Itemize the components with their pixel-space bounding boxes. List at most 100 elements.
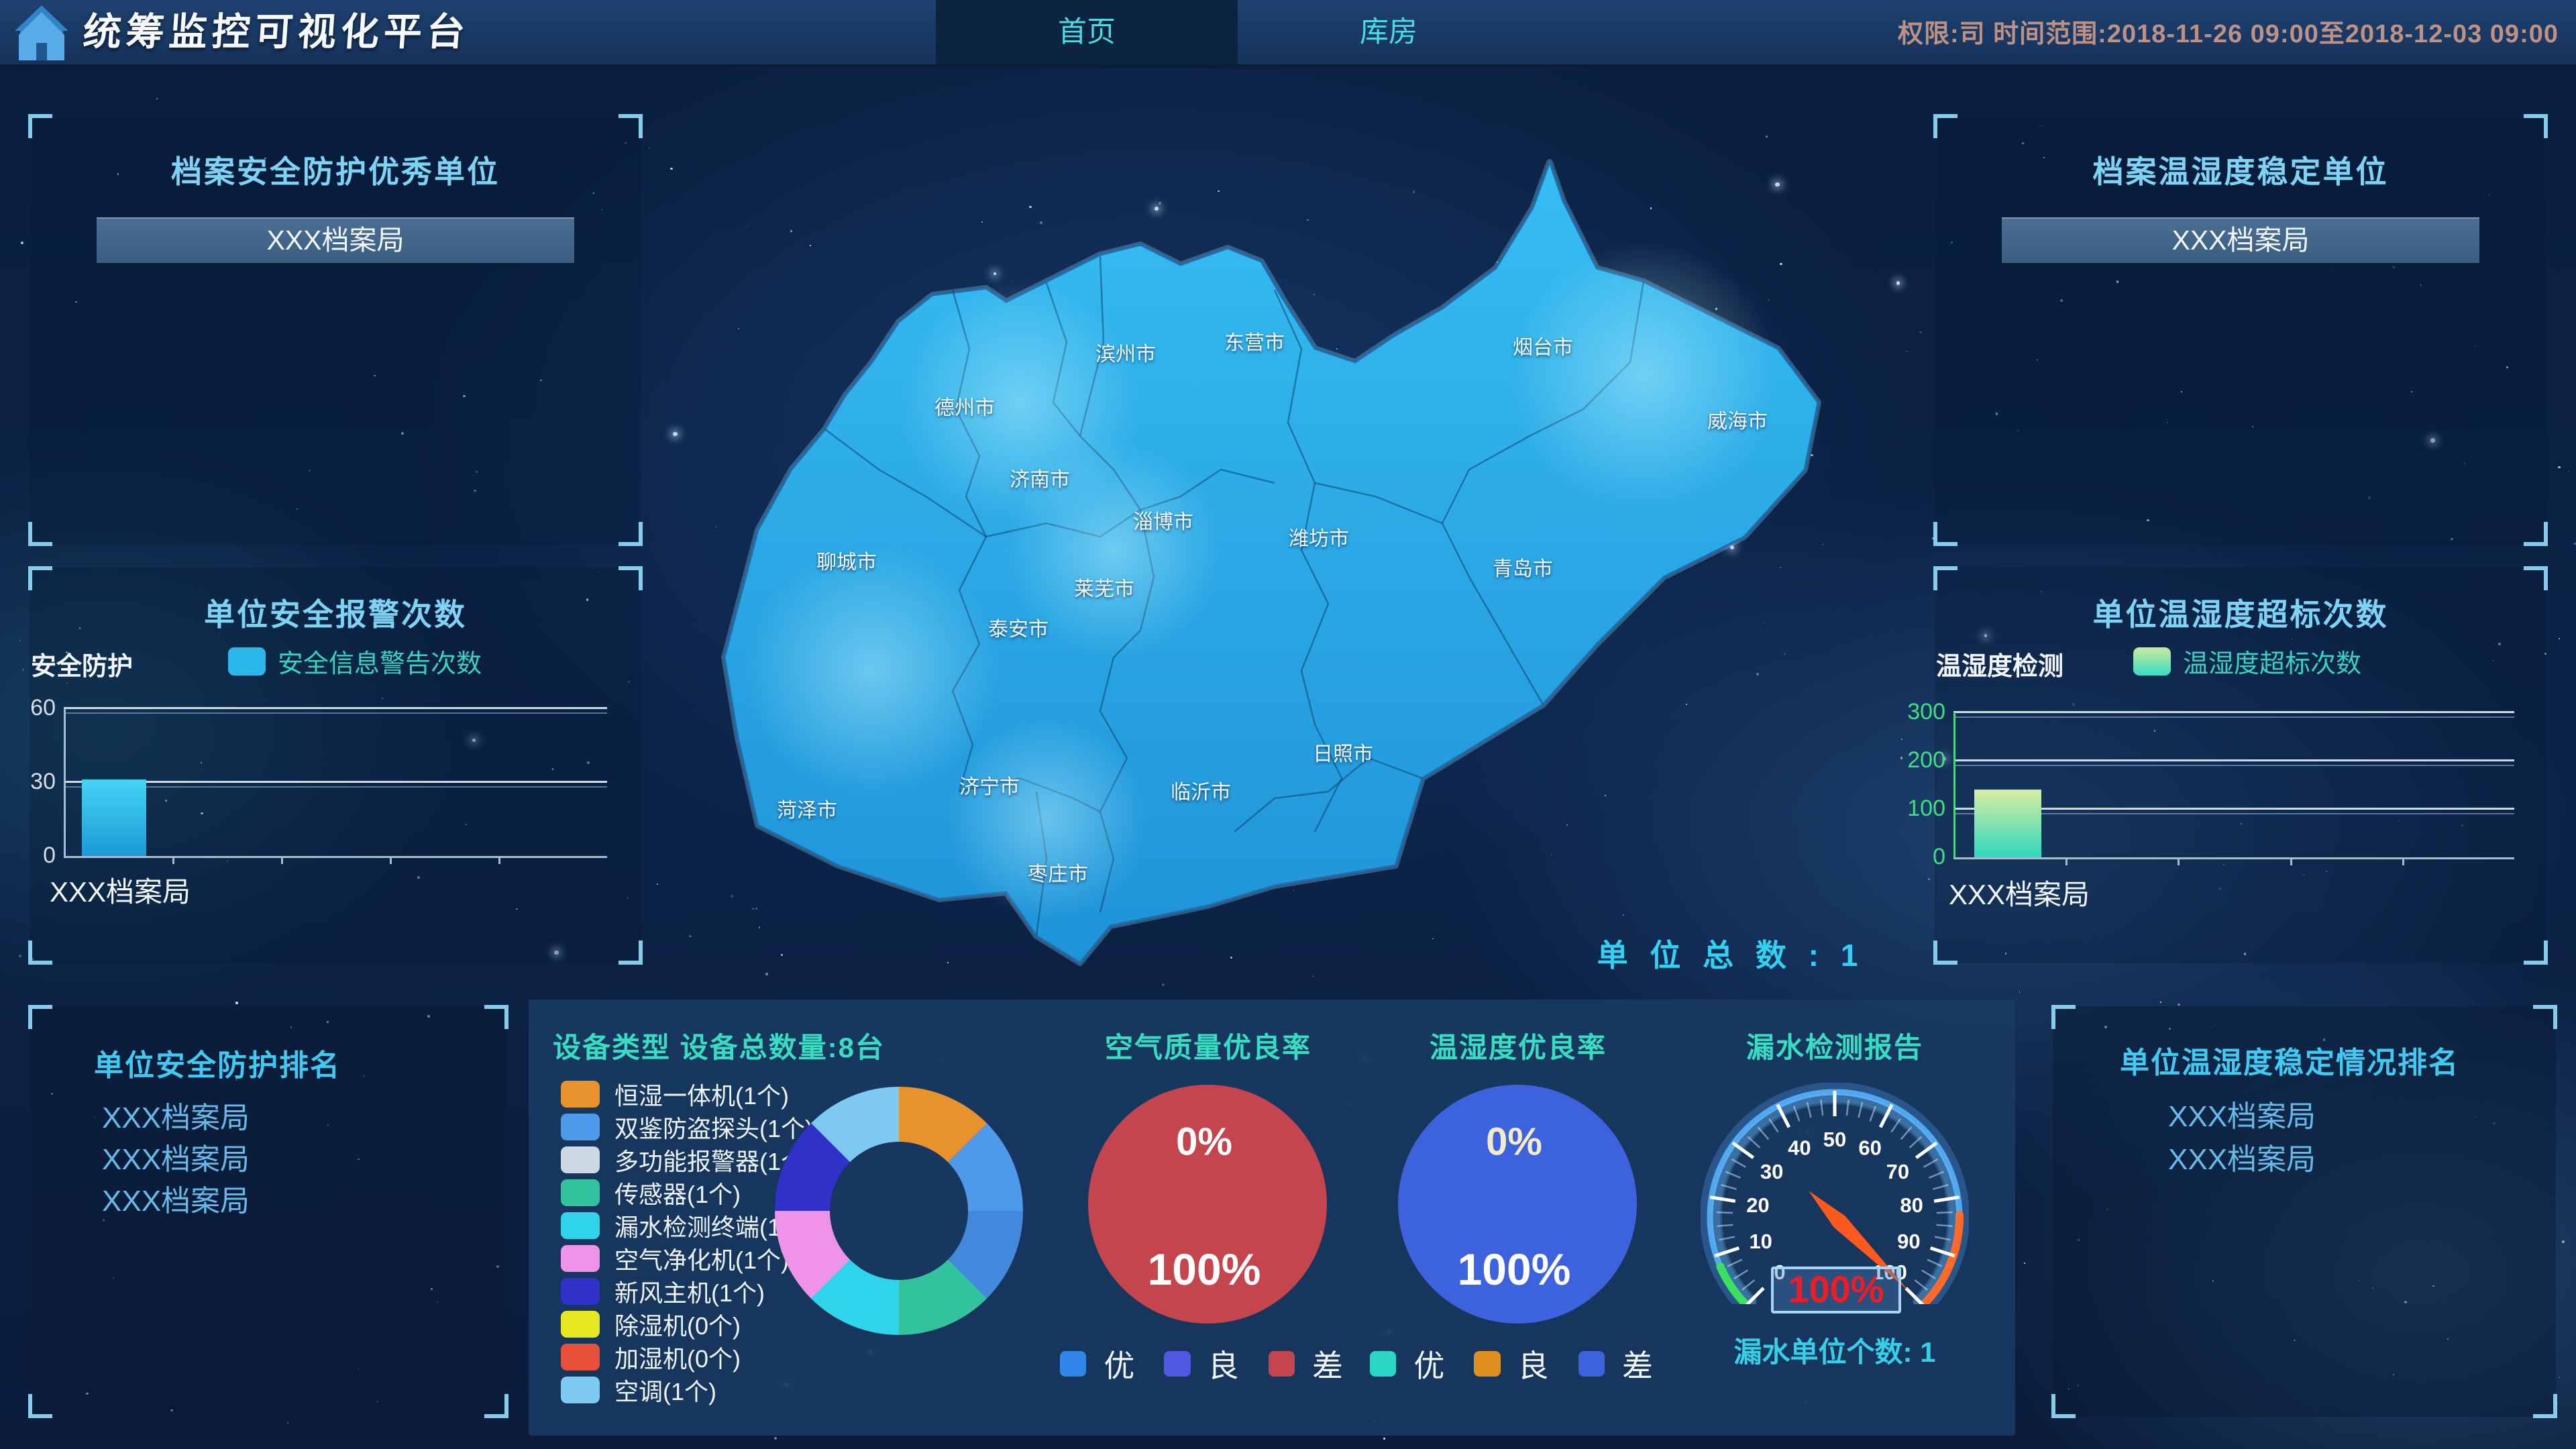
bar-rect[interactable] xyxy=(82,780,146,856)
corner-icon xyxy=(619,566,643,590)
map-city-label: 济南市 xyxy=(1010,469,1070,491)
map-city-label: 滨州市 xyxy=(1095,343,1156,366)
legend-swatch xyxy=(561,1310,600,1338)
map-city-label: 青岛市 xyxy=(1493,558,1553,580)
bar-rect[interactable] xyxy=(1974,790,2041,857)
map-city-label: 泰安市 xyxy=(988,619,1049,641)
rank-list-item[interactable]: XXX档案局 xyxy=(2168,1100,2316,1133)
panel-alarm-chart: 单位安全报警次数 xyxy=(28,566,643,965)
legend-label: 优 xyxy=(1104,1348,1135,1383)
legend-swatch xyxy=(561,1376,600,1403)
panel-title: 单位温湿度稳定情况排名 xyxy=(2120,1046,2459,1079)
device-legend-item[interactable]: 传感器(1个) xyxy=(561,1176,813,1209)
panel-title: 单位温湿度超标次数 xyxy=(2092,597,2389,632)
gauge-needle xyxy=(1809,1191,1909,1291)
legend-swatch xyxy=(1060,1351,1087,1377)
corner-icon xyxy=(2533,1005,2557,1029)
rank-list-item[interactable]: XXX档案局 xyxy=(102,1185,250,1218)
panel-security-ranking: 单位安全防护排名 XXX档案局 XXX档案局 XXX档案局 xyxy=(28,1005,508,1418)
legend-label: 温湿度超标次数 xyxy=(2183,650,2362,678)
map-city-label: 日照市 xyxy=(1313,743,1373,765)
corner-icon xyxy=(2051,1005,2076,1029)
unit-list-item[interactable]: XXX档案局 xyxy=(2002,217,2479,263)
device-legend-item[interactable]: 新风主机(1个) xyxy=(561,1275,813,1307)
gauge-tick-label: 30 xyxy=(1760,1160,1783,1183)
rank-list-item[interactable]: XXX档案局 xyxy=(2168,1143,2316,1176)
corner-icon xyxy=(619,941,643,965)
legend-label: 双鉴防盗探头(1个) xyxy=(614,1114,813,1142)
corner-icon xyxy=(1933,114,1957,138)
corner-icon xyxy=(619,522,643,546)
panel-humidity-stable-units: 档案温湿度稳定单位 XXX档案局 xyxy=(1933,114,2548,546)
tab-home[interactable]: 首页 xyxy=(936,0,1238,64)
corner-icon xyxy=(2524,566,2548,590)
corner-icon xyxy=(2524,941,2548,965)
legend-label: 空调(1个) xyxy=(614,1377,716,1405)
map-city-label: 威海市 xyxy=(1707,411,1768,433)
gauge-tick-label: 90 xyxy=(1897,1230,1920,1253)
corner-icon xyxy=(28,114,52,138)
gauge-tick-label: 10 xyxy=(1749,1230,1772,1253)
legend-swatch xyxy=(561,1113,600,1140)
corner-icon xyxy=(2533,1394,2557,1418)
map-city-label: 东营市 xyxy=(1224,332,1285,354)
gauge-tick-label: 20 xyxy=(1746,1193,1769,1217)
air-pie-legend[interactable]: 优良差 xyxy=(1060,1342,1355,1386)
map-city-label: 菏泽市 xyxy=(777,800,837,822)
permission-timerange-text: 权限:司 时间范围:2018-11-26 09:00至2018-12-03 09… xyxy=(1897,20,2559,48)
corner-icon xyxy=(28,1394,52,1418)
device-legend-item[interactable]: 除湿机(0个) xyxy=(561,1307,813,1340)
rank-list-item[interactable]: XXX档案局 xyxy=(102,1102,250,1134)
home-icon[interactable] xyxy=(11,1,72,63)
legend-swatch xyxy=(561,1179,600,1206)
legend-label: 加湿机(0个) xyxy=(614,1344,741,1373)
legend-label: 除湿机(0个) xyxy=(614,1311,741,1340)
device-legend-item[interactable]: 空调(1个) xyxy=(561,1373,813,1406)
legend-swatch xyxy=(561,1146,600,1173)
unit-list-item[interactable]: XXX档案局 xyxy=(97,217,574,263)
header-bar: 统筹监控可视化平台 首页 库房 权限:司 时间范围:2018-11-26 09:… xyxy=(0,0,2576,68)
device-legend-item[interactable]: 加湿机(0个) xyxy=(561,1340,813,1373)
legend-swatch xyxy=(561,1212,600,1239)
panel-title: 档案温湿度稳定单位 xyxy=(2092,154,2389,189)
device-legend-item[interactable]: 多功能报警器(1个) xyxy=(561,1143,813,1176)
tab-storage[interactable]: 库房 xyxy=(1360,16,1417,48)
rank-list-item[interactable]: XXX档案局 xyxy=(102,1143,250,1176)
gauge-tick-label: 60 xyxy=(1858,1136,1881,1160)
province-map-svg[interactable] xyxy=(671,121,1878,966)
corner-icon xyxy=(28,1005,52,1029)
legend-swatch xyxy=(1268,1351,1295,1377)
device-legend-item[interactable]: 恒湿一体机(1个) xyxy=(561,1077,813,1110)
corner-icon xyxy=(2051,1394,2076,1418)
gauge-tick-label: 40 xyxy=(1788,1136,1811,1160)
legend-label: 良 xyxy=(1208,1348,1239,1383)
legend-humidity[interactable]: 温湿度超标次数 xyxy=(2133,643,2361,680)
legend-swatch xyxy=(561,1277,600,1305)
map-city-label: 莱芜市 xyxy=(1074,578,1134,600)
legend-label: 空气净化机(1个) xyxy=(614,1246,789,1274)
device-legend-item[interactable]: 双鉴防盗探头(1个) xyxy=(561,1110,813,1143)
gauge-tick-label: 0 xyxy=(1774,1260,1785,1284)
air-quality-pie[interactable] xyxy=(1088,1085,1327,1324)
legend-alarm[interactable]: 安全信息警告次数 xyxy=(228,643,482,680)
legend-swatch xyxy=(2133,647,2171,676)
device-legend-item[interactable]: 空气净化机(1个) xyxy=(561,1242,813,1275)
device-donut-chart[interactable] xyxy=(775,1087,1023,1335)
temp-pie-legend[interactable]: 优良差 xyxy=(1370,1342,1665,1386)
map-city-label: 聊城市 xyxy=(816,551,877,574)
map-city-label: 济宁市 xyxy=(959,776,1020,798)
corner-icon xyxy=(1933,941,1957,965)
legend-swatch xyxy=(561,1244,600,1272)
temp-humidity-pie[interactable] xyxy=(1398,1085,1637,1324)
app-title: 统筹监控可视化平台 xyxy=(81,11,472,54)
legend-label: 新风主机(1个) xyxy=(614,1279,765,1307)
shandong-map[interactable]: 滨州市 东营市 烟台市 威海市 德州市 济南市 淄博市 潍坊市 聊城市 莱芜市 泰安市 青岛市 菏泽市 济… xyxy=(671,121,1878,966)
corner-icon xyxy=(28,522,52,546)
legend-swatch xyxy=(228,647,266,676)
map-city-label: 潍坊市 xyxy=(1289,528,1349,550)
corner-icon xyxy=(484,1394,508,1418)
panel-title: 单位安全报警次数 xyxy=(204,597,467,632)
legend-label: 优 xyxy=(1413,1348,1445,1383)
map-city-label: 枣庄市 xyxy=(1028,863,1088,885)
